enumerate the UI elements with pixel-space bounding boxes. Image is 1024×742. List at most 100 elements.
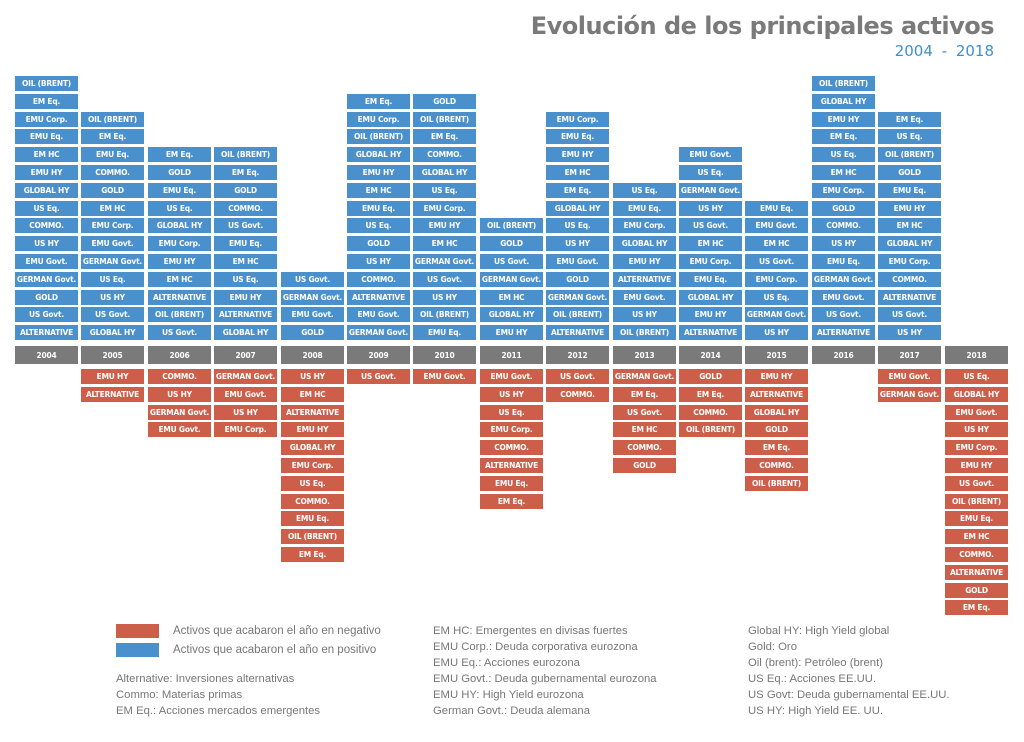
positive-asset-2010: GERMAN Govt.	[413, 254, 476, 269]
glossary-item: Alternative: Inversiones alternativas	[116, 673, 295, 685]
negative-asset-2018: OIL (BRENT)	[945, 494, 1008, 509]
positive-asset-2012: EMU Govt.	[546, 254, 609, 269]
chart-subtitle: 2004 - 2018	[894, 42, 994, 60]
negative-asset-2015: GOLD	[745, 422, 808, 437]
positive-asset-2005: US HY	[81, 290, 144, 305]
positive-asset-2011: EMU HY	[480, 325, 543, 340]
negative-asset-2005: EMU HY	[81, 369, 144, 384]
negative-asset-2013: EM HC	[613, 422, 676, 437]
positive-asset-2011: GOLD	[480, 236, 543, 251]
positive-asset-2004: EM Eq.	[15, 94, 78, 109]
positive-asset-2008: GOLD	[281, 325, 344, 340]
negative-asset-2007: EMU Govt.	[214, 387, 277, 402]
positive-asset-2006: GOLD	[148, 165, 211, 180]
year-label-2013: 2013	[613, 346, 676, 364]
positive-asset-2017: EMU Eq.	[878, 183, 941, 198]
positive-asset-2004: OIL (BRENT)	[15, 76, 78, 91]
positive-asset-2014: EMU Corp.	[679, 254, 742, 269]
positive-asset-2009: EMU Corp.	[347, 112, 410, 127]
positive-asset-2004: EMU Corp.	[15, 112, 78, 127]
glossary-item: US HY: High Yield EE. UU.	[748, 705, 883, 717]
negative-asset-2009: US Govt.	[347, 369, 410, 384]
positive-asset-2006: EM Eq.	[148, 147, 211, 162]
positive-asset-2007: GOLD	[214, 183, 277, 198]
positive-asset-2012: EMU Corp.	[546, 112, 609, 127]
negative-asset-2008: EMU Corp.	[281, 458, 344, 473]
negative-asset-2018: EMU Govt.	[945, 405, 1008, 420]
positive-asset-2008: GERMAN Govt.	[281, 290, 344, 305]
negative-asset-2008: GLOBAL HY	[281, 440, 344, 455]
negative-asset-2008: EMU HY	[281, 422, 344, 437]
positive-asset-2007: OIL (BRENT)	[214, 147, 277, 162]
positive-asset-2011: GLOBAL HY	[480, 307, 543, 322]
positive-asset-2005: EMU Govt.	[81, 236, 144, 251]
negative-asset-2014: OIL (BRENT)	[679, 422, 742, 437]
positive-asset-2017: US Eq.	[878, 129, 941, 144]
negative-asset-2013: US Govt.	[613, 405, 676, 420]
positive-asset-2013: EMU Govt.	[613, 290, 676, 305]
glossary-item: Commo: Materias primas	[116, 689, 243, 701]
negative-asset-2006: COMMO.	[148, 369, 211, 384]
year-label-2006: 2006	[148, 346, 211, 364]
positive-asset-2004: EMU Eq.	[15, 129, 78, 144]
positive-asset-2016: GOLD	[812, 201, 875, 216]
positive-asset-2014: EM HC	[679, 236, 742, 251]
positive-asset-2016: US Eq.	[812, 147, 875, 162]
positive-asset-2017: EMU Corp.	[878, 254, 941, 269]
positive-asset-2015: US Govt.	[745, 254, 808, 269]
year-label-2012: 2012	[546, 346, 609, 364]
positive-asset-2012: GLOBAL HY	[546, 201, 609, 216]
year-label-2009: 2009	[347, 346, 410, 364]
positive-asset-2009: EMU HY	[347, 165, 410, 180]
positive-asset-2004: GLOBAL HY	[15, 183, 78, 198]
glossary-item: EMU Govt.: Deuda gubernamental eurozona	[433, 673, 657, 685]
positive-asset-2005: EM Eq.	[81, 129, 144, 144]
positive-asset-2006: EMU Corp.	[148, 236, 211, 251]
negative-asset-2008: EMU Eq.	[281, 511, 344, 526]
positive-asset-2010: US Eq.	[413, 183, 476, 198]
positive-asset-2009: EM HC	[347, 183, 410, 198]
legend-positive-swatch	[116, 643, 159, 657]
negative-asset-2005: ALTERNATIVE	[81, 387, 144, 402]
negative-asset-2015: GLOBAL HY	[745, 405, 808, 420]
positive-asset-2016: ALTERNATIVE	[812, 325, 875, 340]
positive-asset-2007: GLOBAL HY	[214, 325, 277, 340]
positive-asset-2016: US HY	[812, 236, 875, 251]
year-label-2010: 2010	[413, 346, 476, 364]
positive-asset-2005: EMU Eq.	[81, 147, 144, 162]
glossary-item: Oil (brent): Petróleo (brent)	[748, 657, 883, 669]
positive-asset-2005: GERMAN Govt.	[81, 254, 144, 269]
positive-asset-2017: US Govt.	[878, 307, 941, 322]
positive-asset-2004: US HY	[15, 236, 78, 251]
positive-asset-2015: GERMAN Govt.	[745, 307, 808, 322]
glossary-col2: EM HC: Emergentes en divisas fuertes EMU…	[433, 623, 657, 719]
positive-asset-2009: US HY	[347, 254, 410, 269]
positive-asset-2006: GLOBAL HY	[148, 218, 211, 233]
positive-asset-2004: COMMO.	[15, 218, 78, 233]
positive-asset-2012: US HY	[546, 236, 609, 251]
positive-asset-2006: US Eq.	[148, 201, 211, 216]
positive-asset-2005: OIL (BRENT)	[81, 112, 144, 127]
positive-asset-2007: EM Eq.	[214, 165, 277, 180]
positive-asset-2017: COMMO.	[878, 272, 941, 287]
year-label-2005: 2005	[81, 346, 144, 364]
positive-asset-2005: US Govt.	[81, 307, 144, 322]
year-label-2004: 2004	[15, 346, 78, 364]
positive-asset-2017: GOLD	[878, 165, 941, 180]
negative-asset-2013: GERMAN Govt.	[613, 369, 676, 384]
negative-asset-2006: GERMAN Govt.	[148, 405, 211, 420]
year-label-2016: 2016	[812, 346, 875, 364]
negative-asset-2008: US Eq.	[281, 476, 344, 491]
legend-negative-label: Activos que acabaron el año en negativo	[173, 625, 381, 637]
year-label-2014: 2014	[679, 346, 742, 364]
positive-asset-2011: OIL (BRENT)	[480, 218, 543, 233]
year-label-2017: 2017	[878, 346, 941, 364]
negative-asset-2012: COMMO.	[546, 387, 609, 402]
positive-asset-2016: EM Eq.	[812, 129, 875, 144]
positive-asset-2004: GOLD	[15, 290, 78, 305]
year-label-2015: 2015	[745, 346, 808, 364]
positive-asset-2006: EMU HY	[148, 254, 211, 269]
glossary-item: EM Eq.: Acciones mercados emergentes	[116, 705, 321, 717]
negative-asset-2011: ALTERNATIVE	[480, 458, 543, 473]
positive-asset-2011: US Govt.	[480, 254, 543, 269]
